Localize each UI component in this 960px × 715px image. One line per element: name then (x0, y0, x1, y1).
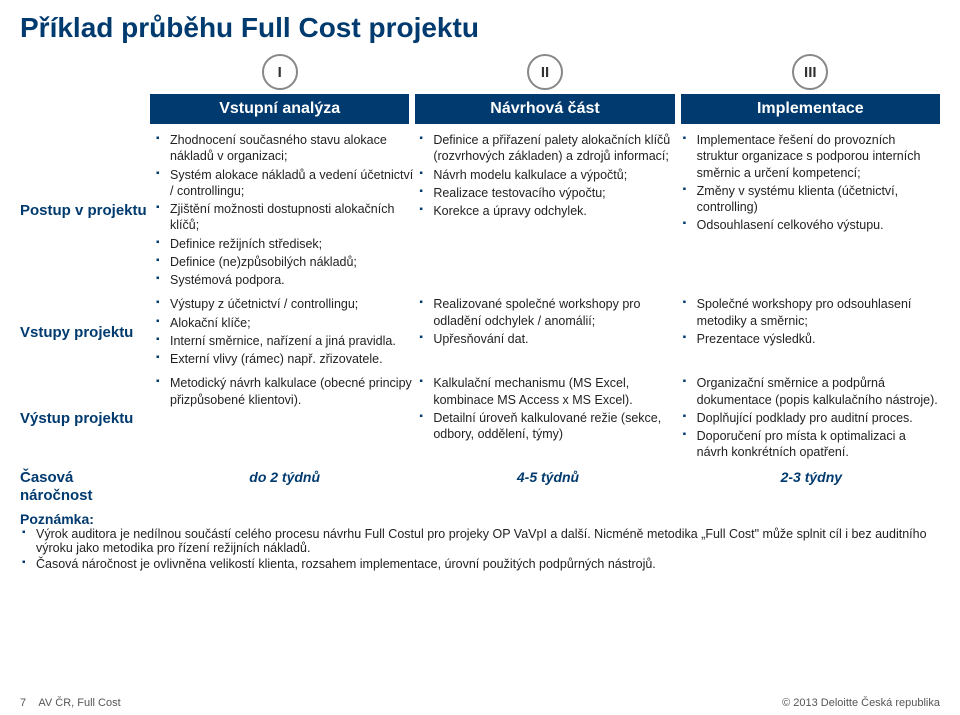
grid-cell: Organizační směrnice a podpůrná dokument… (683, 375, 940, 462)
grid-cell: Implementace řešení do provozních strukt… (683, 132, 940, 290)
list-item: Doporučení pro místa k optimalizaci a ná… (695, 428, 940, 461)
list-item: Definice (ne)způsobilých nákladů; (168, 254, 413, 270)
list-item: Prezentace výsledků. (695, 331, 940, 347)
grid-cell: Realizované společné workshopy pro odlad… (419, 296, 676, 369)
list-item: Zjištění možnosti dostupnosti alokačních… (168, 201, 413, 234)
row-label: Vstupy projektu (20, 296, 150, 369)
grid-cell: Kalkulační mechanismu (MS Excel, kombina… (419, 375, 676, 462)
list-item: Detailní úroveň kalkulované režie (sekce… (431, 410, 676, 443)
list-item: Realizace testovacího výpočtu; (431, 185, 676, 201)
grid-cell: Zhodnocení současného stavu alokace nákl… (156, 132, 413, 290)
grid-cell: Definice a přiřazení palety alokačních k… (419, 132, 676, 290)
note-list: Výrok auditora je nedílnou součástí celé… (20, 527, 940, 571)
phase-number: II (527, 54, 563, 90)
row-label: Postup v projektu (20, 132, 150, 290)
list-item: Definice režijních středisek; (168, 236, 413, 252)
phase-label: Vstupní analýza (150, 94, 409, 124)
list-item: Kalkulační mechanismu (MS Excel, kombina… (431, 375, 676, 408)
grid-cell: Výstupy z účetnictví / controllingu; Alok… (156, 296, 413, 369)
list-item: Implementace řešení do provozních strukt… (695, 132, 940, 181)
list-item: Návrh modelu kalkulace a výpočtů; (431, 167, 676, 183)
footer: 7 AV ČR, Full Cost © 2013 Deloitte Česká… (20, 697, 940, 709)
page-number: 7 (20, 697, 26, 709)
list-item: Upřesňování dat. (431, 331, 676, 347)
list-item: Odsouhlasení celkového výstupu. (695, 217, 940, 233)
note-section: Poznámka: Výrok auditora je nedílnou sou… (20, 511, 940, 571)
phases-header: I Vstupní analýza II Návrhová část III I… (150, 54, 940, 124)
list-item: Alokační klíče; (168, 315, 413, 331)
phase-col-3: III Implementace (681, 54, 940, 124)
time-value: 4-5 týdnů (419, 469, 676, 505)
phase-number: III (792, 54, 828, 90)
time-value: do 2 týdnů (156, 469, 413, 505)
time-row: Časová náročnost do 2 týdnů 4-5 týdnů 2-… (20, 469, 940, 505)
list-item: Korekce a úpravy odchylek. (431, 203, 676, 219)
note-item: Časová náročnost je ovlivněna velikostí … (36, 557, 940, 571)
list-item: Změny v systému klienta (účetnictví, con… (695, 183, 940, 216)
list-item: Zhodnocení současného stavu alokace nákl… (168, 132, 413, 165)
list-item: Definice a přiřazení palety alokačních k… (431, 132, 676, 165)
phase-label: Návrhová část (415, 94, 674, 124)
phase-col-2: II Návrhová část (415, 54, 674, 124)
list-item: Organizační směrnice a podpůrná dokument… (695, 375, 940, 408)
list-item: Společné workshopy pro odsouhlasení meto… (695, 296, 940, 329)
note-title: Poznámka: (20, 511, 940, 527)
phase-col-1: I Vstupní analýza (150, 54, 409, 124)
list-item: Interní směrnice, nařízení a jiná pravid… (168, 333, 413, 349)
list-item: Externí vlivy (rámec) např. zřizovatele. (168, 351, 413, 367)
list-item: Metodický návrh kalkulace (obecné princi… (168, 375, 413, 408)
list-item: Doplňující podklady pro auditní proces. (695, 410, 940, 426)
content-grid: Postup v projektu Zhodnocení současného s… (20, 132, 940, 463)
grid-cell: Společné workshopy pro odsouhlasení meto… (683, 296, 940, 369)
footer-right: © 2013 Deloitte Česká republika (782, 697, 940, 709)
phase-label: Implementace (681, 94, 940, 124)
time-value: 2-3 týdny (683, 469, 940, 505)
grid-cell: Metodický návrh kalkulace (obecné princi… (156, 375, 413, 462)
row-label: Výstup projektu (20, 375, 150, 462)
note-item: Výrok auditora je nedílnou součástí celé… (36, 527, 940, 555)
list-item: Systém alokace nákladů a vedení účetnict… (168, 167, 413, 200)
list-item: Výstupy z účetnictví / controllingu; (168, 296, 413, 312)
footer-text: AV ČR, Full Cost (38, 697, 120, 709)
phase-number: I (262, 54, 298, 90)
page-title: Příklad průběhu Full Cost projektu (20, 12, 940, 44)
list-item: Realizované společné workshopy pro odlad… (431, 296, 676, 329)
footer-left: 7 AV ČR, Full Cost (20, 697, 121, 709)
list-item: Systémová podpora. (168, 272, 413, 288)
time-row-label: Časová náročnost (20, 469, 150, 505)
